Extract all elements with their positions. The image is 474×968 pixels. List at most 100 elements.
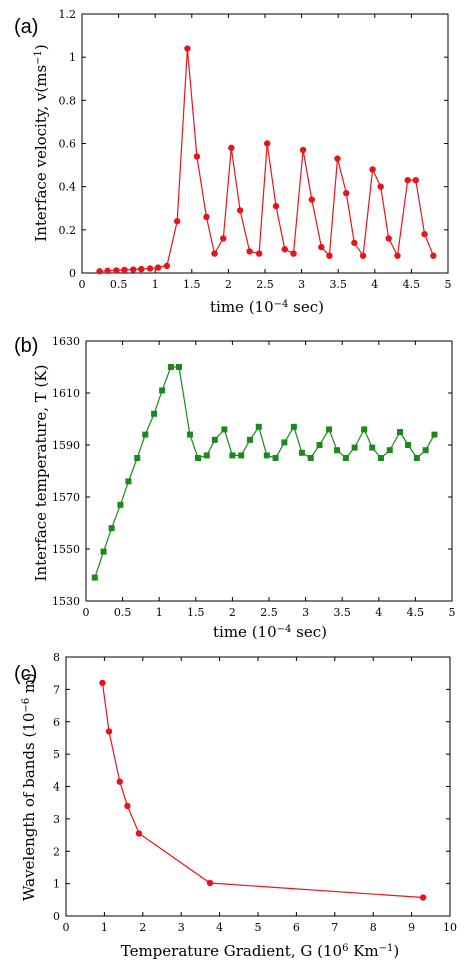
data-point-b <box>229 452 236 459</box>
data-point-b <box>272 455 279 461</box>
data-point-a <box>184 45 191 52</box>
data-point-b <box>351 444 358 451</box>
x-axis-label-c: Temperature Gradient, G (106 Km−1) <box>121 942 400 960</box>
x-tick-label-b: 3.5 <box>333 606 351 619</box>
x-tick-label-c: 8 <box>370 921 377 934</box>
data-point-a <box>173 218 181 225</box>
x-tick-label-a: 4.5 <box>403 278 421 291</box>
y-tick-label-a: 0.6 <box>59 138 77 151</box>
y-tick-label-c: 2 <box>53 845 60 858</box>
data-point-b <box>186 431 193 438</box>
data-point-a <box>385 235 392 242</box>
panel-label-b: (b) <box>14 335 38 357</box>
data-point-b <box>91 574 98 581</box>
y-tick-label-a: 0.4 <box>59 181 77 194</box>
data-point-b <box>108 525 115 532</box>
x-tick-label-c: 0 <box>63 921 70 934</box>
data-point-a <box>430 252 437 259</box>
data-point-a <box>130 266 137 273</box>
data-point-a <box>121 266 128 274</box>
x-tick-label-c: 1 <box>101 921 108 934</box>
data-point-b <box>316 442 323 448</box>
data-point-a <box>326 252 333 259</box>
x-tick-label-a: 3 <box>298 278 305 291</box>
y-axis-label-c: Wavelength of bands (10−6 m) <box>20 673 38 901</box>
x-tick-label-a: 1.5 <box>183 278 201 291</box>
panel-a: (a) time (10−4 sec) Interface velocity, … <box>14 8 452 316</box>
data-point-a <box>318 243 325 251</box>
x-tick-label-a: 5 <box>445 278 452 291</box>
data-point-b <box>125 478 132 485</box>
y-tick-label-a: 1.2 <box>59 8 77 21</box>
data-point-c <box>135 830 143 837</box>
y-tick-label-b: 1610 <box>52 387 80 400</box>
data-point-a <box>163 262 171 270</box>
x-tick-label-b: 3 <box>302 606 309 619</box>
data-point-a <box>228 144 235 152</box>
y-tick-label-a: 1 <box>69 51 76 64</box>
data-point-a <box>308 196 316 203</box>
x-axis-label-a: time (10−4 sec) <box>210 298 324 316</box>
data-point-b <box>422 447 429 454</box>
x-tick-label-c: 2 <box>139 921 146 934</box>
data-point-a <box>394 252 401 259</box>
data-point-b <box>298 449 305 456</box>
data-point-b <box>377 455 384 461</box>
data-point-b <box>361 426 368 433</box>
data-point-b <box>238 452 245 459</box>
data-point-b <box>159 387 166 394</box>
x-tick-label-b: 1.5 <box>187 606 205 619</box>
x-tick-label-c: 6 <box>293 921 300 934</box>
y-tick-label-c: 5 <box>53 748 60 761</box>
plot-frame-c <box>65 656 451 917</box>
data-point-a <box>334 155 341 162</box>
x-tick-label-b: 4.5 <box>407 606 425 619</box>
data-point-b <box>194 455 201 461</box>
y-tick-label-b: 1550 <box>52 543 80 556</box>
data-point-b <box>334 447 341 454</box>
data-point-b <box>142 431 149 438</box>
panel-label-a: (a) <box>14 16 38 38</box>
data-point-b <box>203 452 210 459</box>
data-point-a <box>96 268 103 275</box>
data-point-b <box>175 364 182 370</box>
y-tick-label-c: 6 <box>53 716 60 729</box>
y-tick-label-a: 0 <box>69 267 76 280</box>
data-point-a <box>369 166 376 173</box>
x-tick-label-b: 1 <box>156 606 163 619</box>
x-tick-label-a: 0.5 <box>110 278 128 291</box>
data-point-c <box>206 879 214 887</box>
data-point-a <box>154 264 162 271</box>
data-point-b <box>281 439 288 446</box>
panel-c: (c) Temperature Gradient, G (106 Km−1) W… <box>14 651 457 960</box>
data-point-a <box>255 250 263 257</box>
y-tick-label-b: 1630 <box>52 335 80 348</box>
x-tick-label-c: 3 <box>178 921 185 934</box>
data-point-b <box>369 444 376 451</box>
panel-label-c: (c) <box>14 663 37 685</box>
y-tick-label-c: 1 <box>53 878 60 891</box>
data-point-a <box>299 146 307 154</box>
data-point-b <box>326 426 333 433</box>
data-point-c <box>124 802 131 810</box>
data-point-b <box>151 410 158 417</box>
data-point-b <box>211 436 218 443</box>
data-point-b <box>117 501 124 508</box>
data-point-a <box>412 176 419 184</box>
y-axis-label-b: Interface temperature, T (K) <box>32 365 50 582</box>
data-point-c <box>116 778 123 785</box>
y-tick-label-b: 1570 <box>52 491 80 504</box>
x-tick-label-a: 0 <box>79 278 86 291</box>
y-tick-label-c: 4 <box>53 781 60 794</box>
y-axis-label-a: Interface velocity, v(ms−1) <box>32 44 50 241</box>
x-tick-label-b: 4 <box>375 606 382 619</box>
x-tick-label-b: 0.5 <box>114 606 132 619</box>
data-point-b <box>413 455 420 461</box>
data-point-b <box>386 447 393 454</box>
x-tick-label-c: 4 <box>216 921 223 934</box>
y-tick-label-c: 7 <box>53 683 60 696</box>
data-point-b <box>342 455 349 461</box>
data-point-a <box>272 202 280 210</box>
data-point-a <box>203 213 210 221</box>
